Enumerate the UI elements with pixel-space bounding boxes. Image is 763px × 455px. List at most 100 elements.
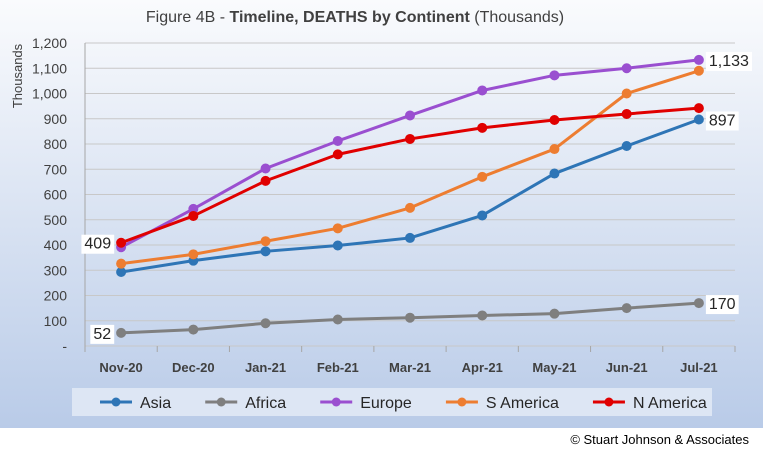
data-label-box (90, 324, 115, 344)
y-tick-label: 500 (44, 212, 68, 228)
y-tick-label: 200 (44, 288, 68, 304)
data-label-group: 1,133 (705, 51, 753, 71)
data-point-europe (332, 135, 343, 146)
y-tick-label: 400 (44, 237, 68, 253)
legend-item-asia: Asia (100, 395, 171, 412)
data-point-africa (477, 310, 488, 321)
data-point-africa (621, 303, 632, 314)
data-label: 897 (709, 113, 736, 130)
data-label: 52 (93, 326, 111, 343)
y-tick-label: 900 (44, 111, 68, 127)
data-point-n-america (260, 175, 271, 186)
y-tick-label: - (62, 338, 67, 354)
data-point-s-america (405, 202, 415, 213)
x-tick-label: Nov-20 (99, 360, 142, 375)
legend-item-africa: Africa (205, 395, 286, 412)
legend-label: Asia (140, 395, 171, 412)
data-point-europe (549, 70, 560, 81)
data-point-n-america (549, 115, 560, 126)
series-africa (116, 298, 704, 338)
y-tick-label: 1,200 (32, 35, 67, 51)
chart-title: Figure 4B - Timeline, DEATHS by Continen… (146, 9, 564, 26)
data-point-n-america (405, 133, 415, 144)
data-label-box (705, 295, 739, 315)
y-tick-label: 700 (44, 161, 68, 177)
data-point-africa (116, 327, 127, 338)
chart-title-suffix: (Thousands) (470, 9, 564, 26)
data-point-asia (332, 240, 343, 251)
data-label-box (81, 234, 115, 254)
x-tick-label: Jan-21 (245, 360, 286, 375)
data-point-n-america (116, 237, 127, 248)
data-point-europe (621, 63, 632, 74)
data-point-n-america (332, 149, 343, 160)
x-tick-label: Apr-21 (462, 360, 503, 375)
legend-label: Europe (360, 395, 412, 412)
data-point-africa (693, 298, 704, 309)
legend-item-europe: Europe (320, 395, 412, 412)
legend-swatch-marker (457, 397, 467, 407)
x-tick-label: May-21 (532, 360, 576, 375)
data-point-asia (693, 114, 704, 125)
data-label-box (705, 51, 753, 71)
data-label-group: 897 (705, 111, 739, 131)
data-point-africa (260, 318, 271, 329)
data-point-europe (260, 163, 271, 174)
legend-swatch-marker (111, 397, 121, 407)
data-point-n-america (621, 108, 632, 119)
y-tick-label: 1,100 (32, 60, 67, 76)
data-point-asia (549, 168, 560, 179)
data-point-s-america (260, 236, 271, 247)
data-label-group: 52 (90, 324, 115, 344)
legend-swatch-marker (216, 397, 226, 407)
legend-swatch-marker (604, 397, 614, 407)
y-tick-label: 1,000 (32, 86, 67, 102)
data-point-asia (405, 232, 415, 243)
data-label: 409 (84, 236, 111, 253)
copyright-notice: © Stuart Johnson & Associates (570, 432, 749, 447)
data-label-group: 170 (705, 295, 739, 315)
data-point-europe (477, 85, 488, 96)
series-n-america (116, 103, 704, 248)
data-point-s-america (477, 171, 488, 182)
legend: Asia Africa Europe S America N America (72, 388, 712, 416)
y-tick-label: 100 (44, 313, 68, 329)
data-point-n-america (477, 122, 488, 133)
data-label: 1,133 (709, 53, 749, 70)
x-tick-label: Jun-21 (606, 360, 648, 375)
y-axis-label: Thousands (10, 43, 25, 108)
axes: - 100 200 300 400 500 600 700 800 900 1,000 1,100 1,… (32, 35, 736, 375)
y-tick-label: 800 (44, 136, 68, 152)
chart-title-prefix: Figure 4B - (146, 9, 230, 26)
data-point-s-america (116, 258, 127, 269)
chart-title-bold: Timeline, DEATHS by Continent (230, 9, 471, 26)
data-point-asia (621, 141, 632, 152)
y-tick-label: 600 (44, 187, 68, 203)
data-label: 170 (709, 296, 736, 313)
x-tick-label: Feb-21 (317, 360, 359, 375)
data-point-asia (477, 210, 488, 221)
data-point-africa (549, 308, 560, 319)
data-point-asia (116, 267, 127, 278)
x-tick-label: Jul-21 (680, 360, 718, 375)
legend-swatch-marker (331, 397, 341, 407)
data-point-europe (405, 110, 415, 121)
data-label-box (705, 111, 739, 131)
data-point-africa (405, 312, 415, 323)
legend-item-n-america: N America (592, 395, 707, 412)
x-tick-label: Dec-20 (172, 360, 215, 375)
legend-label: N America (633, 395, 707, 412)
y-tick-label: 300 (44, 262, 68, 278)
data-labels: 409 52 1,133 897 170 (81, 51, 753, 344)
data-point-s-america (549, 144, 560, 155)
x-tick-label: Mar-21 (389, 360, 431, 375)
chart-background (0, 0, 763, 428)
legend-label: Africa (245, 395, 286, 412)
data-point-s-america (693, 65, 704, 76)
series-lines (116, 54, 704, 338)
data-point-n-america (693, 103, 704, 114)
series-asia (116, 114, 704, 278)
data-point-europe (693, 54, 704, 65)
series-s-america (116, 65, 704, 269)
